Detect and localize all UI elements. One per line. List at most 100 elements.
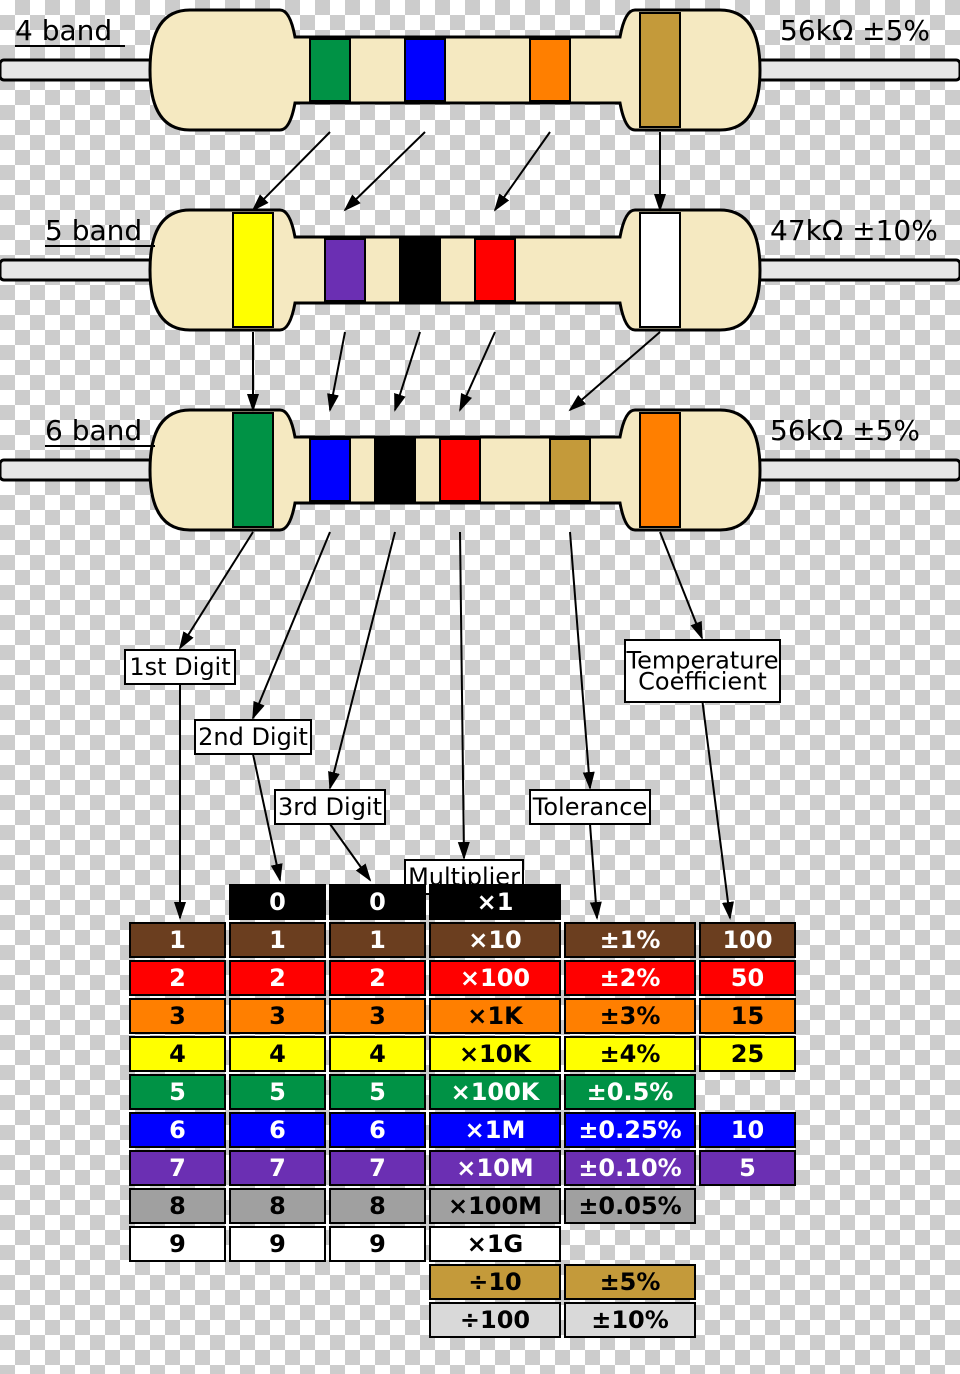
color-code-cell-text: 2 [269, 964, 286, 992]
band-count-label: 4 band [15, 14, 112, 47]
color-code-cell-text: 7 [269, 1154, 286, 1182]
color-band [475, 239, 515, 301]
mapping-arrow [570, 332, 660, 410]
column-arrow [330, 824, 370, 880]
color-code-cell-text: ×1M [465, 1116, 526, 1144]
band-count-label: 6 band [45, 414, 142, 447]
color-code-cell-text: ×100K [451, 1078, 541, 1106]
legend-label: Tolerance [532, 793, 647, 821]
color-band [400, 239, 440, 301]
color-code-cell-text: 25 [731, 1040, 764, 1068]
color-code-cell-text: ±0.25% [578, 1116, 681, 1144]
color-band [530, 39, 570, 101]
color-code-cell-text: 5 [739, 1154, 756, 1182]
color-code-cell-text: 6 [269, 1116, 286, 1144]
column-arrow [590, 824, 597, 918]
legend-label: Coefficient [638, 667, 767, 695]
legend-label: 2nd Digit [198, 723, 308, 751]
color-band [310, 439, 350, 501]
color-band [325, 239, 365, 301]
color-band [375, 439, 415, 501]
color-code-cell-text: ±2% [600, 964, 661, 992]
color-code-cell-text: ±3% [600, 1002, 661, 1030]
color-code-cell-text: ×1 [477, 888, 514, 916]
resistor-value-label: 47kΩ ±10% [770, 214, 938, 247]
color-band [405, 39, 445, 101]
color-code-cell-text: ×1K [467, 1002, 524, 1030]
color-code-cell-text: 6 [369, 1116, 386, 1144]
color-code-cell-text: 8 [269, 1192, 286, 1220]
color-code-cell-text: 9 [369, 1230, 386, 1258]
color-code-cell-text: 4 [169, 1040, 186, 1068]
color-code-cell-text: ×100 [460, 964, 530, 992]
color-code-cell-text: 0 [369, 888, 386, 916]
color-code-cell-text: 100 [722, 926, 772, 954]
legend-label: 3rd Digit [278, 793, 382, 821]
color-code-cell-text: 3 [369, 1002, 386, 1030]
mapping-arrow [460, 332, 495, 410]
color-code-cell-text: ±0.10% [578, 1154, 681, 1182]
color-code-cell-text: 4 [269, 1040, 286, 1068]
color-code-cell-text: 5 [169, 1078, 186, 1106]
color-code-cell-text: 7 [369, 1154, 386, 1182]
color-code-cell-text: ×100M [448, 1192, 542, 1220]
color-code-cell-text: 5 [269, 1078, 286, 1106]
mapping-arrow [253, 132, 330, 210]
color-code-cell-text: 8 [369, 1192, 386, 1220]
legend-arrow [460, 532, 464, 858]
color-code-cell-text: 9 [269, 1230, 286, 1258]
color-code-cell-text: 5 [369, 1078, 386, 1106]
color-band [233, 413, 273, 527]
legend-arrow [253, 532, 330, 718]
color-code-cell-text: ±1% [600, 926, 661, 954]
color-code-cell-text: ÷100 [460, 1306, 530, 1334]
color-code-cell-text: ÷10 [468, 1268, 522, 1296]
mapping-arrow [345, 132, 425, 210]
color-code-cell-text: ±4% [600, 1040, 661, 1068]
color-band [640, 213, 680, 327]
color-code-cell-text: 8 [169, 1192, 186, 1220]
color-band [640, 13, 680, 127]
color-code-cell-text: 50 [731, 964, 764, 992]
resistor-value-label: 56kΩ ±5% [770, 414, 920, 447]
color-code-cell-text: 9 [169, 1230, 186, 1258]
color-code-cell-text: 0 [269, 888, 286, 916]
color-band [550, 439, 590, 501]
color-code-cell-text: ±5% [600, 1268, 661, 1296]
color-code-cell-text: ±10% [591, 1306, 669, 1334]
color-code-cell-text: 2 [369, 964, 386, 992]
color-code-cell-text: 7 [169, 1154, 186, 1182]
band-count-label: 5 band [45, 214, 142, 247]
color-code-cell-text: ±0.5% [587, 1078, 674, 1106]
resistor-lead [740, 260, 960, 280]
resistor-value-label: 56kΩ ±5% [780, 14, 930, 47]
color-code-cell-text: ±0.05% [578, 1192, 681, 1220]
color-code-cell-text: 2 [169, 964, 186, 992]
resistor-lead [740, 60, 960, 80]
legend-arrow [660, 532, 702, 638]
color-code-cell-text: 1 [369, 926, 386, 954]
color-band [440, 439, 480, 501]
color-band [233, 213, 273, 327]
color-code-cell-text: 3 [169, 1002, 186, 1030]
color-code-cell-text: 1 [169, 926, 186, 954]
color-band [310, 39, 350, 101]
resistor-lead [740, 460, 960, 480]
mapping-arrow [330, 332, 345, 410]
color-code-cell-text: 3 [269, 1002, 286, 1030]
color-code-cell-text: 10 [731, 1116, 764, 1144]
mapping-arrow [495, 132, 550, 210]
color-code-cell-text: 4 [369, 1040, 386, 1068]
mapping-arrow [395, 332, 420, 410]
legend-label: 1st Digit [129, 653, 230, 681]
color-code-cell-text: ×10 [468, 926, 522, 954]
color-code-cell-text: ×10M [456, 1154, 533, 1182]
color-code-cell-text: 1 [269, 926, 286, 954]
color-code-cell-text: 6 [169, 1116, 186, 1144]
legend-arrow [330, 532, 395, 788]
legend-arrow [180, 532, 253, 648]
resistor-color-code-diagram: 4 band 56kΩ ±5% 5 band 47kΩ ±10% 6 band 56kΩ … [0, 0, 960, 1374]
color-code-cell-text: ×10K [459, 1040, 533, 1068]
color-code-cell-text: 15 [731, 1002, 764, 1030]
legend-arrow [570, 532, 590, 788]
